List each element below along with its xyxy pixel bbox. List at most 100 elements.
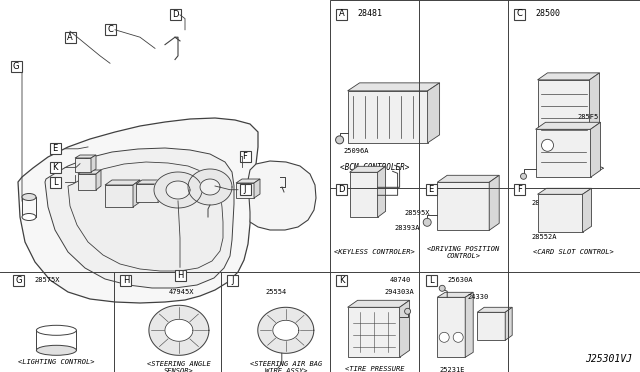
Text: 25096A: 25096A [344,148,369,154]
Circle shape [541,139,554,151]
Circle shape [404,308,411,314]
Text: E: E [52,144,58,153]
Polygon shape [75,155,96,158]
Bar [538,80,589,138]
Bar [426,275,436,286]
Bar [236,183,254,198]
Bar [336,185,347,195]
Polygon shape [105,180,140,185]
Text: J: J [232,276,234,285]
Text: A: A [339,10,344,19]
Polygon shape [477,307,512,312]
Text: E: E [429,185,434,194]
Bar [437,297,465,357]
Text: <P/S CONTROL>: <P/S CONTROL> [544,163,604,172]
Text: 294303A: 294303A [385,289,414,295]
Polygon shape [437,292,473,297]
Polygon shape [273,320,299,340]
Text: 25231E: 25231E [439,367,465,372]
Bar [170,9,180,20]
Bar [10,61,22,73]
Text: <LIGHTING CONTROL>: <LIGHTING CONTROL> [18,359,95,365]
Text: 285F5: 285F5 [577,114,599,120]
Polygon shape [258,307,314,353]
Text: G: G [13,62,19,71]
Polygon shape [188,169,232,205]
Polygon shape [165,319,193,341]
Polygon shape [149,305,209,355]
Ellipse shape [22,193,36,201]
Bar [538,194,582,232]
Circle shape [520,173,527,179]
Bar [536,129,591,177]
Bar [477,312,505,340]
Polygon shape [428,83,440,143]
Bar [348,307,399,357]
Bar [136,184,158,202]
Polygon shape [91,155,96,172]
Polygon shape [78,170,101,174]
Bar [239,184,250,195]
Text: J25301VJ: J25301VJ [585,354,632,364]
Polygon shape [96,170,101,190]
Text: L: L [52,178,58,187]
Text: 28552A: 28552A [531,234,557,240]
Polygon shape [154,172,202,208]
Text: G: G [15,276,22,285]
Polygon shape [236,179,260,183]
Text: F: F [517,185,522,194]
Text: <BCM CONTROLER>: <BCM CONTROLER> [340,163,409,172]
Text: 47945X: 47945X [169,289,195,295]
Bar [49,143,61,154]
Bar [514,9,525,19]
Text: D: D [339,185,345,194]
Circle shape [439,285,445,291]
Circle shape [423,218,431,226]
Text: K: K [339,276,344,285]
Polygon shape [166,181,190,199]
Bar [426,185,436,195]
Text: L: L [429,276,433,285]
Bar [120,275,131,286]
Polygon shape [248,161,316,230]
Bar [437,182,489,230]
Text: C: C [107,25,113,34]
Bar [514,185,525,195]
Polygon shape [538,188,591,194]
Polygon shape [536,122,600,129]
Polygon shape [68,162,223,271]
Polygon shape [254,179,260,198]
Text: C: C [516,10,522,19]
Polygon shape [200,179,220,195]
Polygon shape [349,166,385,172]
Text: 28595X: 28595X [404,210,430,216]
Text: 24330: 24330 [467,294,488,300]
Bar [227,275,238,286]
Polygon shape [399,300,410,357]
Text: <STEERING ANGLE
SENSOR>: <STEERING ANGLE SENSOR> [147,361,211,372]
Polygon shape [133,180,140,207]
Text: 28481: 28481 [358,9,383,17]
Bar [336,9,347,19]
Bar [175,270,186,281]
Polygon shape [158,180,164,202]
Bar [336,275,347,286]
Polygon shape [591,122,600,177]
Polygon shape [378,166,385,217]
Ellipse shape [36,345,76,355]
Circle shape [335,136,344,144]
Polygon shape [489,175,499,230]
Text: <KEYLESS CONTROLER>: <KEYLESS CONTROLER> [334,249,415,255]
Bar [65,32,76,43]
Text: <CARD SLOT CONTROL>: <CARD SLOT CONTROL> [533,249,614,255]
Text: D: D [172,10,179,19]
Polygon shape [465,292,473,357]
Ellipse shape [22,214,36,221]
Polygon shape [45,148,234,288]
Polygon shape [348,300,410,307]
Text: 98800M: 98800M [441,200,467,206]
Polygon shape [348,83,440,91]
Bar [330,0,640,372]
Bar [104,24,115,35]
Polygon shape [582,188,591,232]
